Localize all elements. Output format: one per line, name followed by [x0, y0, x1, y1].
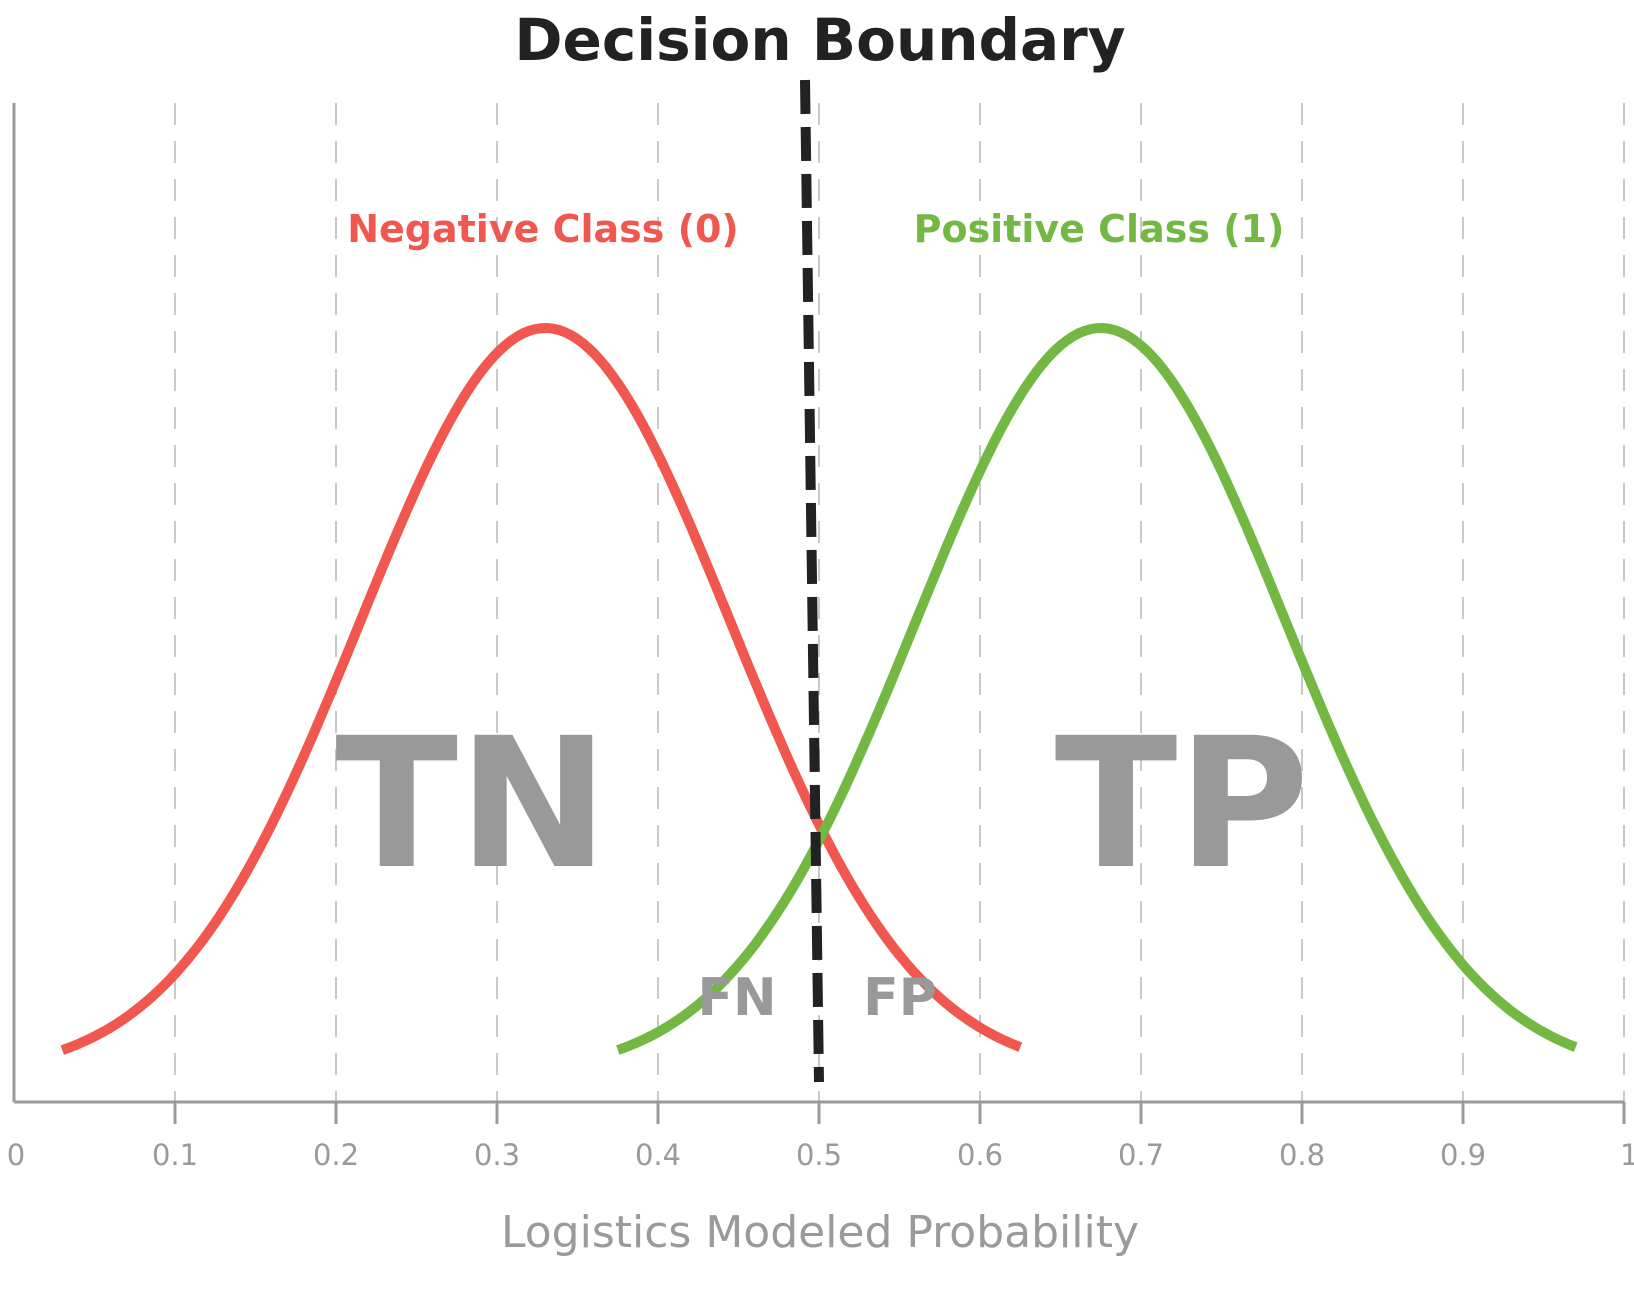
tn-region-label: TN	[335, 700, 608, 909]
class-curves	[60, 322, 1578, 1055]
fp-region-label: FP	[863, 968, 937, 1028]
x-tick-label: 0.3	[474, 1138, 520, 1172]
x-tick-label: 0.8	[1279, 1138, 1325, 1172]
x-tick-label: 0.7	[1118, 1138, 1164, 1172]
chart-title: Decision Boundary	[514, 6, 1125, 74]
x-tick-label: 0.5	[796, 1138, 842, 1172]
x-tick-label: 0.2	[313, 1138, 359, 1172]
x-tick-label: 0.4	[635, 1138, 681, 1172]
positive-class-label: Positive Class (1)	[914, 207, 1285, 251]
fn-region-label: FN	[697, 968, 776, 1028]
negative-class-label: Negative Class (0)	[347, 207, 739, 251]
tp-region-label: TP	[1055, 700, 1310, 909]
decision-boundary-line	[800, 79, 824, 1083]
x-tick-label: 0.9	[1440, 1138, 1486, 1172]
grid-lines	[174, 103, 1625, 1102]
x-tick-label: 0	[7, 1138, 25, 1172]
negative-class-curve	[60, 322, 1023, 1055]
x-tick-label: 0.6	[957, 1138, 1003, 1172]
x-axis-label: Logistics Modeled Probability	[501, 1207, 1139, 1258]
x-tick-label: 0.1	[152, 1138, 198, 1172]
positive-class-curve	[616, 322, 1578, 1055]
x-ticks: 0 0.1 0.2 0.3 0.4 0.5 0.6 0.7 0.8 0.9 1	[7, 1102, 1634, 1172]
x-tick-label: 1	[1620, 1138, 1634, 1172]
